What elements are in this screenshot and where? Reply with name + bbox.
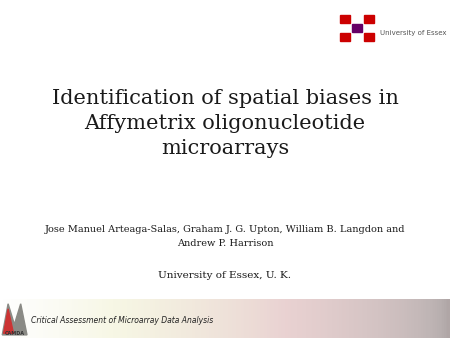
Polygon shape [4,309,13,333]
Text: CAMDA: CAMDA [4,332,24,336]
Text: Critical Assessment of Microarray Data Analysis: Critical Assessment of Microarray Data A… [31,316,213,325]
Text: Identification of spatial biases in
Affymetrix oligonucleotide
microarrays: Identification of spatial biases in Affy… [52,89,398,158]
Text: Jose Manuel Arteaga-Salas, Graham J. G. Upton, William B. Langdon and
Andrew P. : Jose Manuel Arteaga-Salas, Graham J. G. … [45,225,405,248]
Text: University of Essex: University of Essex [380,30,446,35]
Text: University of Essex, U. K.: University of Essex, U. K. [158,271,292,280]
Polygon shape [2,304,27,335]
